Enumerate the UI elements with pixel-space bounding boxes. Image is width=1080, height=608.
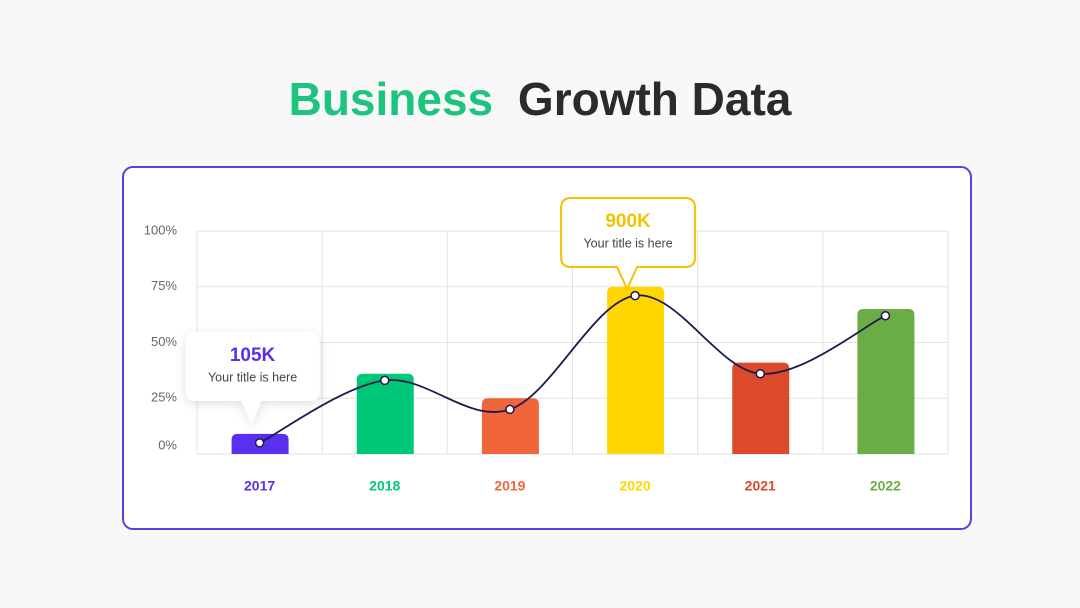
chart-title: Business Growth Data — [289, 73, 792, 125]
callout-value: 900K — [605, 211, 651, 232]
bar — [857, 309, 915, 454]
y-tick-label: 75% — [151, 278, 177, 293]
callout-subtitle: Your title is here — [208, 370, 297, 384]
x-tick-label: 2021 — [745, 478, 776, 494]
callout: 900K Your title is here — [560, 197, 697, 292]
y-tick-label: 50% — [151, 334, 177, 349]
line-marker — [630, 290, 640, 301]
line-marker — [254, 438, 265, 448]
title-rest: Growth Data — [518, 73, 792, 125]
x-tick-label: 2019 — [494, 478, 525, 494]
title-highlight: Business — [289, 73, 494, 125]
callout-box — [185, 332, 320, 424]
callout-box — [560, 197, 697, 292]
line-marker — [880, 310, 891, 321]
line-marker — [380, 375, 390, 386]
y-tick-label: 25% — [151, 390, 177, 405]
callout-value: 105K — [230, 345, 276, 366]
bar — [732, 362, 790, 454]
x-tick-label: 2017 — [244, 478, 275, 494]
callout-subtitle: Your title is here — [583, 236, 672, 250]
y-tick-label: 0% — [158, 437, 177, 452]
x-tick-label: 2018 — [369, 478, 400, 494]
x-tick-label: 2020 — [620, 478, 651, 494]
bar — [356, 373, 414, 454]
line-marker — [755, 368, 765, 379]
x-tick-label: 2022 — [870, 478, 901, 494]
line-marker — [505, 404, 515, 415]
callout: 105K Your title is here — [185, 332, 320, 424]
y-tick-label: 100% — [144, 222, 178, 237]
bar — [607, 286, 665, 454]
